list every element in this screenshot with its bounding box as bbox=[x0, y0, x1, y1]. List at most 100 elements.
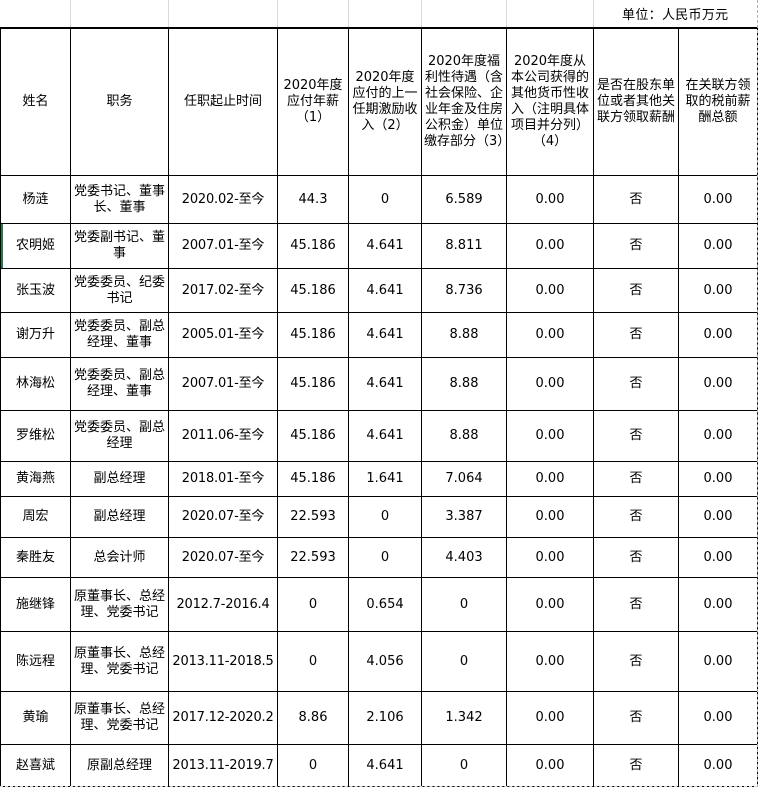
unit-row-blank-3[interactable] bbox=[168, 0, 278, 28]
cell-title[interactable]: 总会计师 bbox=[70, 537, 169, 578]
col-header-incentive-income[interactable]: 2020年度应付的上一任期激励收入（2） bbox=[348, 28, 422, 176]
cell-other-monetary[interactable]: 0.00 bbox=[506, 410, 594, 462]
cell-annual-salary[interactable]: 22.593 bbox=[277, 496, 349, 538]
cell-incentive-income[interactable]: 4.641 bbox=[348, 744, 422, 787]
col-header-welfare[interactable]: 2020年度福利性待遇（含社会保险、企业年金及住房公积金）单位缴存部分（3） bbox=[421, 28, 507, 176]
cell-title[interactable]: 党委副书记、董事 bbox=[70, 223, 169, 269]
cell-welfare[interactable]: 3.387 bbox=[421, 496, 507, 538]
cell-welfare[interactable]: 8.88 bbox=[421, 357, 507, 411]
cell-welfare[interactable]: 7.064 bbox=[421, 461, 507, 497]
cell-related-party-total[interactable]: 0.00 bbox=[678, 744, 758, 787]
cell-period[interactable]: 2011.06-至今 bbox=[168, 410, 278, 462]
cell-title[interactable]: 党委委员、副总经理、董事 bbox=[70, 357, 169, 411]
cell-related-party-total[interactable]: 0.00 bbox=[678, 631, 758, 692]
cell-incentive-income[interactable]: 4.641 bbox=[348, 410, 422, 462]
cell-annual-salary[interactable]: 45.186 bbox=[277, 357, 349, 411]
cell-name[interactable]: 黄海燕 bbox=[0, 461, 71, 497]
cell-related-party-total[interactable]: 0.00 bbox=[678, 223, 758, 269]
cell-annual-salary[interactable]: 45.186 bbox=[277, 312, 349, 358]
cell-welfare[interactable]: 8.88 bbox=[421, 410, 507, 462]
cell-incentive-income[interactable]: 4.641 bbox=[348, 268, 422, 313]
cell-period[interactable]: 2012.7-2016.4 bbox=[168, 577, 278, 632]
unit-row-blank-6[interactable] bbox=[421, 0, 507, 28]
cell-incentive-income[interactable]: 4.641 bbox=[348, 223, 422, 269]
cell-incentive-income[interactable]: 0 bbox=[348, 496, 422, 538]
cell-related-party-total[interactable]: 0.00 bbox=[678, 577, 758, 632]
cell-welfare[interactable]: 4.403 bbox=[421, 537, 507, 578]
cell-period[interactable]: 2013.11-2018.5 bbox=[168, 631, 278, 692]
cell-annual-salary[interactable]: 45.186 bbox=[277, 410, 349, 462]
cell-welfare[interactable]: 6.589 bbox=[421, 175, 507, 224]
cell-related-party-flag[interactable]: 否 bbox=[593, 312, 679, 358]
unit-row-blank-4[interactable] bbox=[277, 0, 349, 28]
cell-welfare[interactable]: 0 bbox=[421, 631, 507, 692]
cell-period[interactable]: 2007.01-至今 bbox=[168, 223, 278, 269]
cell-related-party-flag[interactable]: 否 bbox=[593, 268, 679, 313]
cell-other-monetary[interactable]: 0.00 bbox=[506, 744, 594, 787]
cell-period[interactable]: 2020.07-至今 bbox=[168, 537, 278, 578]
cell-period[interactable]: 2013.11-2019.7 bbox=[168, 744, 278, 787]
cell-other-monetary[interactable]: 0.00 bbox=[506, 537, 594, 578]
cell-incentive-income[interactable]: 0 bbox=[348, 175, 422, 224]
cell-title[interactable]: 原副总经理 bbox=[70, 744, 169, 787]
cell-name[interactable]: 周宏 bbox=[0, 496, 71, 538]
unit-row-blank-7[interactable] bbox=[506, 0, 594, 28]
cell-period[interactable]: 2017.12-2020.2 bbox=[168, 691, 278, 745]
cell-name[interactable]: 陈远程 bbox=[0, 631, 71, 692]
cell-period[interactable]: 2007.01-至今 bbox=[168, 357, 278, 411]
cell-title[interactable]: 副总经理 bbox=[70, 461, 169, 497]
cell-annual-salary[interactable]: 0 bbox=[277, 577, 349, 632]
cell-incentive-income[interactable]: 1.641 bbox=[348, 461, 422, 497]
cell-related-party-flag[interactable]: 否 bbox=[593, 537, 679, 578]
cell-related-party-total[interactable]: 0.00 bbox=[678, 461, 758, 497]
unit-row-blank-5[interactable] bbox=[348, 0, 422, 28]
cell-related-party-total[interactable]: 0.00 bbox=[678, 175, 758, 224]
cell-related-party-flag[interactable]: 否 bbox=[593, 175, 679, 224]
cell-title[interactable]: 党委书记、董事长、董事 bbox=[70, 175, 169, 224]
col-header-related-party-flag[interactable]: 是否在股东单位或者其他关联方领取薪酬 bbox=[593, 28, 679, 176]
cell-related-party-flag[interactable]: 否 bbox=[593, 631, 679, 692]
cell-welfare[interactable]: 0 bbox=[421, 577, 507, 632]
unit-row-blank-1[interactable] bbox=[0, 0, 71, 28]
cell-name[interactable]: 施继锋 bbox=[0, 577, 71, 632]
cell-name[interactable]: 谢万升 bbox=[0, 312, 71, 358]
cell-other-monetary[interactable]: 0.00 bbox=[506, 461, 594, 497]
cell-annual-salary[interactable]: 45.186 bbox=[277, 461, 349, 497]
cell-related-party-flag[interactable]: 否 bbox=[593, 744, 679, 787]
cell-incentive-income[interactable]: 4.056 bbox=[348, 631, 422, 692]
cell-related-party-flag[interactable]: 否 bbox=[593, 691, 679, 745]
cell-other-monetary[interactable]: 0.00 bbox=[506, 691, 594, 745]
cell-incentive-income[interactable]: 4.641 bbox=[348, 312, 422, 358]
cell-welfare[interactable]: 1.342 bbox=[421, 691, 507, 745]
cell-annual-salary[interactable]: 45.186 bbox=[277, 223, 349, 269]
cell-name[interactable]: 赵喜斌 bbox=[0, 744, 71, 787]
cell-other-monetary[interactable]: 0.00 bbox=[506, 223, 594, 269]
cell-title[interactable]: 党委委员、纪委书记 bbox=[70, 268, 169, 313]
cell-title[interactable]: 原董事长、总经理、党委书记 bbox=[70, 631, 169, 692]
cell-annual-salary[interactable]: 45.186 bbox=[277, 268, 349, 313]
cell-other-monetary[interactable]: 0.00 bbox=[506, 175, 594, 224]
cell-related-party-flag[interactable]: 否 bbox=[593, 410, 679, 462]
cell-annual-salary[interactable]: 8.86 bbox=[277, 691, 349, 745]
cell-other-monetary[interactable]: 0.00 bbox=[506, 577, 594, 632]
cell-annual-salary[interactable]: 0 bbox=[277, 744, 349, 787]
cell-related-party-flag[interactable]: 否 bbox=[593, 461, 679, 497]
cell-annual-salary[interactable]: 44.3 bbox=[277, 175, 349, 224]
col-header-other-monetary[interactable]: 2020年度从本公司获得的其他货币性收入（注明具体项目并分列）（4） bbox=[506, 28, 594, 176]
cell-name[interactable]: 林海松 bbox=[0, 357, 71, 411]
cell-related-party-total[interactable]: 0.00 bbox=[678, 357, 758, 411]
cell-period[interactable]: 2018.01-至今 bbox=[168, 461, 278, 497]
cell-other-monetary[interactable]: 0.00 bbox=[506, 631, 594, 692]
cell-other-monetary[interactable]: 0.00 bbox=[506, 357, 594, 411]
cell-name-selected[interactable]: 农明姬 bbox=[0, 223, 71, 269]
cell-related-party-total[interactable]: 0.00 bbox=[678, 268, 758, 313]
cell-name[interactable]: 罗维松 bbox=[0, 410, 71, 462]
unit-row-blank-2[interactable] bbox=[70, 0, 169, 28]
cell-related-party-flag[interactable]: 否 bbox=[593, 496, 679, 538]
cell-period[interactable]: 2020.07-至今 bbox=[168, 496, 278, 538]
unit-note-cell[interactable]: 单位：人民币万元 bbox=[593, 0, 757, 28]
cell-name[interactable]: 张玉波 bbox=[0, 268, 71, 313]
cell-welfare[interactable]: 8.811 bbox=[421, 223, 507, 269]
cell-related-party-total[interactable]: 0.00 bbox=[678, 410, 758, 462]
cell-other-monetary[interactable]: 0.00 bbox=[506, 312, 594, 358]
